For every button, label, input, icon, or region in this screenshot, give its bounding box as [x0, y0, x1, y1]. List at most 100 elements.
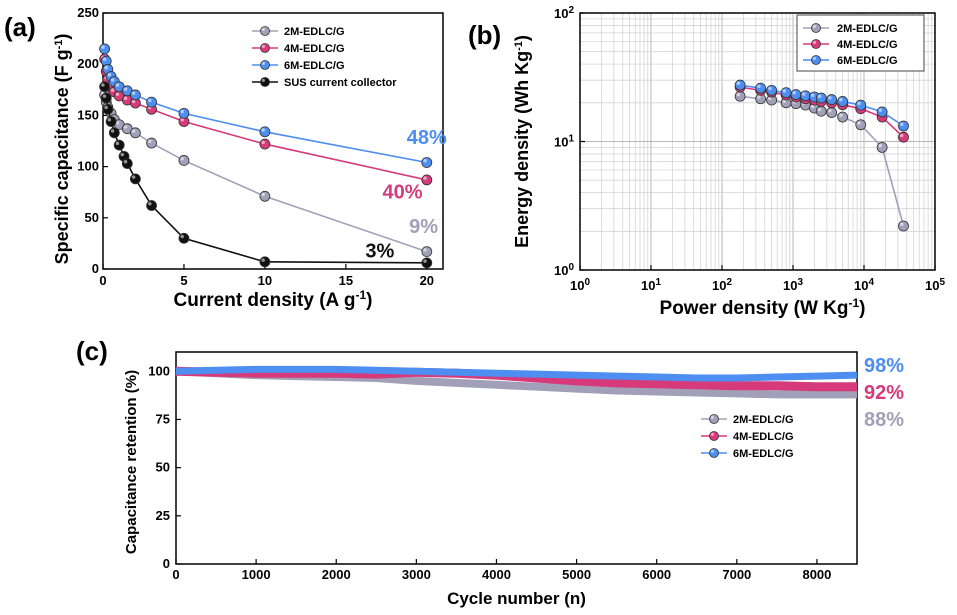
legend-label-a-3: SUS current collector: [284, 77, 397, 89]
data-point-a-3-10: [178, 232, 190, 244]
data-point-a-2-8: [146, 96, 157, 108]
y-tick-label-b-1: 101: [554, 133, 574, 150]
x-tick-label-c-4: 4000: [482, 567, 511, 582]
data-point-a-3-12: [421, 257, 433, 269]
annotation-c-2: 88%: [864, 409, 904, 431]
legend-label-a-0: 2M-EDLC/G: [284, 26, 345, 38]
legend-label-c-1: 4M-EDLC/G: [733, 431, 794, 443]
data-point-a-3-1: [100, 92, 112, 104]
legend-label-c-2: 6M-EDLC/G: [733, 448, 794, 460]
y-axis-title-c: Capacitance retention (%): [123, 370, 140, 554]
legend-marker-b-2: [811, 55, 821, 65]
panel-label-c: (c): [76, 336, 108, 366]
data-point-b-0-9: [837, 111, 849, 123]
data-point-b-2-4: [790, 89, 802, 100]
y-axis-title-b: Energy density (Wh Kg-1): [512, 35, 532, 248]
legend-label-a-2: 6M-EDLC/G: [284, 60, 345, 72]
x-axis-title-b: Power density (W Kg-1): [660, 296, 866, 319]
x-tick-label-b-1: 101: [641, 277, 661, 294]
data-point-a-0-7: [129, 127, 141, 139]
x-tick-label-b-0: 100: [570, 277, 590, 294]
data-point-a-3-4: [108, 127, 120, 139]
data-point-a-0-10: [259, 190, 271, 202]
legend-label-c-0: 2M-EDLC/G: [733, 414, 794, 426]
annotation-a-3: 3%: [365, 241, 394, 263]
data-point-a-3-7: [121, 158, 133, 169]
y-tick-label-c-1: 25: [156, 508, 170, 523]
y-tick-label-c-3: 75: [156, 411, 170, 426]
x-tick-label-a-4: 20: [420, 273, 434, 288]
plot-frame-c: [175, 351, 858, 565]
y-tick-label-a-3: 150: [77, 107, 99, 122]
x-tick-label-c-1: 1000: [242, 567, 271, 582]
chart-b: 100 101 102 103 104 105 100 101 102 Power density…: [512, 5, 945, 320]
data-point-b-0-10: [855, 119, 867, 131]
x-tick-label-a-0: 0: [99, 273, 106, 288]
data-point-b-0-11: [876, 141, 888, 153]
data-point-a-3-9: [146, 200, 157, 211]
legend-marker-a-1: [260, 43, 270, 53]
legend-marker-c-1: [709, 431, 719, 441]
x-tick-label-c-2: 2000: [322, 567, 351, 582]
data-point-a-3-11: [259, 256, 271, 268]
series-line-a-0: [103, 94, 428, 253]
series-band-c-2: [175, 365, 858, 382]
data-point-b-2-1: [755, 82, 767, 94]
y-tick-label-a-5: 250: [77, 5, 99, 20]
annotation-a-0: 48%: [407, 127, 447, 149]
y-tick-label-c-0: 0: [163, 556, 170, 571]
data-point-a-2-1: [100, 55, 112, 67]
data-point-b-0-0: [734, 90, 746, 102]
data-point-a-0-6: [121, 123, 133, 135]
data-point-b-2-8: [826, 94, 838, 105]
annotation-a-2: 9%: [409, 216, 438, 238]
y-tick-label-b-0: 100: [554, 262, 574, 279]
x-tick-label-b-3: 103: [783, 277, 803, 294]
x-tick-label-a-2: 10: [258, 273, 272, 288]
data-point-b-2-0: [734, 79, 746, 91]
x-tick-label-b-5: 105: [925, 277, 945, 294]
data-point-b-2-9: [837, 96, 849, 107]
y-tick-label-a-2: 100: [77, 159, 99, 174]
legend-label-b-2: 6M-EDLC/G: [837, 55, 898, 67]
legend-marker-a-3: [260, 77, 270, 87]
data-point-a-2-0: [99, 43, 111, 55]
x-axis-title-a: Current density (A g-1): [174, 288, 373, 311]
y-tick-label-c-2: 50: [156, 460, 170, 475]
annotation-a-1: 40%: [383, 181, 423, 203]
x-tick-label-c-5: 5000: [562, 567, 591, 582]
x-tick-label-c-3: 3000: [402, 567, 431, 582]
data-point-b-2-3: [780, 87, 792, 99]
annotation-c-1: 92%: [864, 382, 904, 404]
x-tick-label-b-2: 102: [712, 277, 732, 294]
data-point-a-1-5: [113, 90, 125, 102]
y-axis-title-a: Specific capacitance (F g-1): [52, 34, 72, 265]
plot-frame-a: [102, 12, 444, 270]
data-point-a-2-9: [178, 107, 190, 119]
legend-label-a-1: 4M-EDLC/G: [284, 43, 345, 55]
y-tick-label-a-0: 0: [92, 261, 99, 276]
data-point-b-2-11: [876, 106, 888, 118]
data-point-a-1-6: [121, 94, 133, 106]
legend-label-b-1: 4M-EDLC/G: [837, 39, 898, 51]
legend-marker-b-0: [811, 23, 821, 33]
data-point-a-2-10: [259, 126, 271, 138]
data-point-a-0-11: [421, 246, 433, 257]
data-point-b-1-12: [898, 131, 909, 143]
data-point-a-1-11: [421, 174, 433, 186]
panel-label-b: (b): [468, 20, 501, 50]
panel-label-a: (a): [4, 12, 36, 42]
data-point-a-0-8: [146, 137, 157, 149]
x-tick-label-a-3: 15: [339, 273, 353, 288]
data-point-a-0-9: [178, 155, 190, 166]
data-point-a-2-7: [129, 89, 141, 101]
legend-marker-c-0: [709, 414, 719, 424]
x-tick-label-c-8: 8000: [802, 567, 831, 582]
data-point-b-2-12: [898, 120, 909, 132]
x-tick-label-c-0: 0: [172, 567, 179, 582]
x-tick-label-a-1: 5: [180, 273, 187, 288]
data-point-a-3-2: [102, 103, 114, 115]
legend-label-b-0: 2M-EDLC/G: [837, 23, 898, 35]
